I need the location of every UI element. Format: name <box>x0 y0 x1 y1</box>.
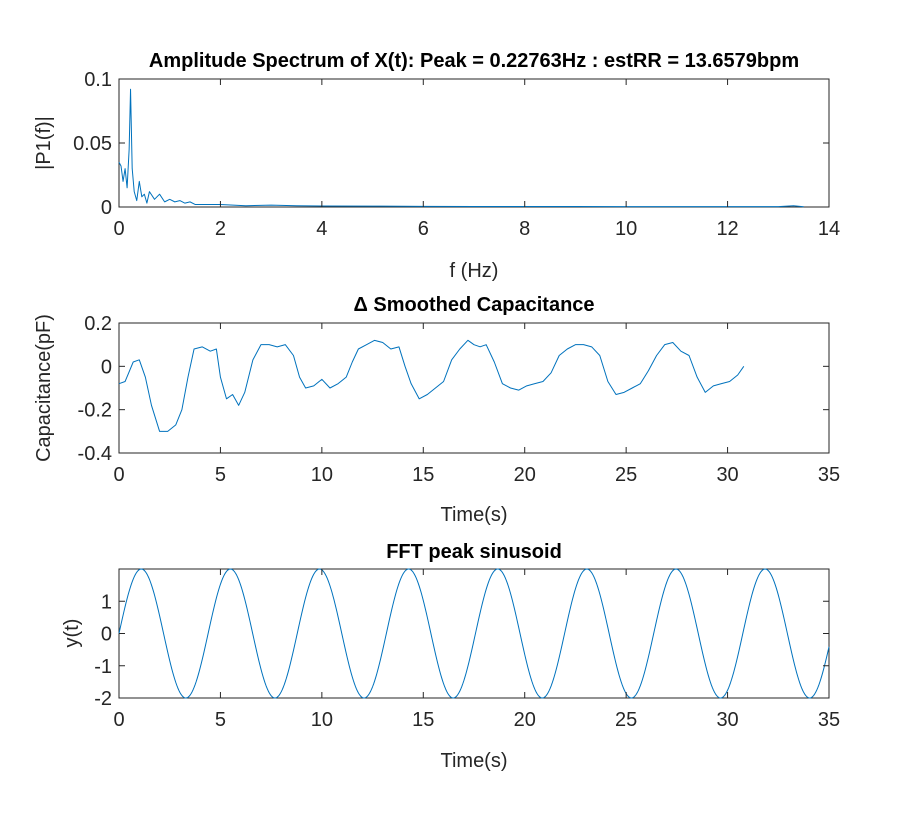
spectrum-marks <box>118 88 804 208</box>
capacitance-x-tick-label: 25 <box>615 464 637 486</box>
sinusoid-y-tick-label: -2 <box>94 688 112 710</box>
sinusoid-y-tick-label: -1 <box>94 656 112 678</box>
capacitance-y-ticks: -0.4 -0.2 0 0.2 <box>78 313 829 465</box>
spectrum-x-tick-label: 14 <box>818 218 840 240</box>
sinusoid-panel: FFT peak sinusoid 0 5 10 15 20 25 30 35 -2-101 … <box>61 541 840 772</box>
sinusoid-x-label: Time(s) <box>440 750 507 772</box>
sinusoid-title: FFT peak sinusoid <box>386 541 562 563</box>
sinusoid-marks <box>118 568 830 699</box>
spectrum-y-tick-label: 0 <box>101 197 112 219</box>
capacitance-title: Δ Smoothed Capacitance <box>353 294 594 316</box>
sinusoid-x-tick-label: 30 <box>716 709 738 731</box>
capacitance-y-tick-label: 0.2 <box>84 313 112 335</box>
sinusoid-x-ticks: 0 5 10 15 20 25 30 35 <box>113 569 840 731</box>
spectrum-x-label: f (Hz) <box>450 260 499 282</box>
capacitance-x-tick-label: 0 <box>113 464 124 486</box>
spectrum-y-label: |P1(f)| <box>33 116 55 170</box>
spectrum-x-tick-label: 4 <box>316 218 327 240</box>
sinusoid-x-tick-label: 10 <box>311 709 333 731</box>
sinusoid-y-tick-label: 1 <box>101 591 112 613</box>
capacitance-y-tick-label: -0.4 <box>78 443 112 465</box>
capacitance-panel: Δ Smoothed Capacitance 0 5 10 15 20 25 30 35 -0… <box>33 294 840 526</box>
sinusoid-series-line <box>118 568 830 699</box>
spectrum-x-tick-label: 2 <box>215 218 226 240</box>
spectrum-x-tick-label: 0 <box>113 218 124 240</box>
spectrum-panel: Amplitude Spectrum of X(t): Peak = 0.227… <box>33 50 840 282</box>
sinusoid-y-ticks: -2 -1 0 1 <box>94 591 829 710</box>
spectrum-x-tick-label: 8 <box>519 218 530 240</box>
capacitance-series-line <box>118 339 745 432</box>
spectrum-x-tick-label: 6 <box>418 218 429 240</box>
sinusoid-x-tick-label: 25 <box>615 709 637 731</box>
capacitance-x-tick-label: 20 <box>514 464 536 486</box>
capacitance-y-tick-label: 0 <box>101 356 112 378</box>
capacitance-x-ticks: 0 5 10 15 20 25 30 35 <box>113 323 840 486</box>
spectrum-y-tick-label: 0.1 <box>84 69 112 91</box>
spectrum-x-ticks: 0 2 4 6 8 10 12 14 <box>113 79 840 240</box>
spectrum-y-ticks: 0 0.05 0.1 <box>73 69 829 219</box>
capacitance-axes <box>118 322 830 454</box>
spectrum-series-line <box>118 88 804 208</box>
spectrum-title: Amplitude Spectrum of X(t): Peak = 0.227… <box>149 50 799 72</box>
capacitance-x-tick-label: 30 <box>716 464 738 486</box>
capacitance-x-tick-label: 10 <box>311 464 333 486</box>
sinusoid-y-label: y(t) <box>61 619 83 648</box>
capacitance-x-tick-label: 15 <box>412 464 434 486</box>
capacitance-marks <box>118 339 745 432</box>
spectrum-axes <box>118 78 830 208</box>
capacitance-y-label: Capacitance(pF) <box>33 314 55 462</box>
sinusoid-axes <box>118 568 830 699</box>
capacitance-x-tick-label: 35 <box>818 464 840 486</box>
spectrum-y-tick-label: 0.05 <box>73 133 112 155</box>
sinusoid-y-tick-label: 0 <box>101 624 112 646</box>
sinusoid-x-tick-label: 20 <box>514 709 536 731</box>
sinusoid-x-tick-label: 0 <box>113 709 124 731</box>
spectrum-x-tick-label: 12 <box>716 218 738 240</box>
sinusoid-x-tick-label: 35 <box>818 709 840 731</box>
sinusoid-x-tick-label: 5 <box>215 709 226 731</box>
capacitance-y-tick-label: -0.2 <box>78 400 112 422</box>
spectrum-x-tick-label: 10 <box>615 218 637 240</box>
capacitance-x-tick-label: 5 <box>215 464 226 486</box>
sinusoid-x-tick-label: 15 <box>412 709 434 731</box>
capacitance-x-label: Time(s) <box>440 504 507 526</box>
